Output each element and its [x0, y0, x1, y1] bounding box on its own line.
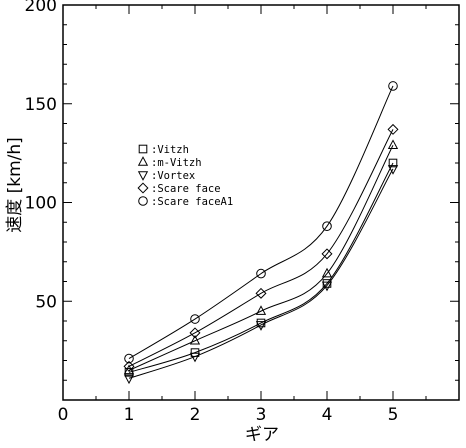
x-tick-label: 5 — [388, 405, 399, 425]
y-tick-label: 50 — [35, 292, 57, 312]
legend-entry: :m-Vitzh — [151, 157, 202, 169]
legend: :Vitzh:m-Vitzh:Vortex:Scare face:Scare f… — [137, 144, 233, 208]
data-point — [189, 334, 201, 345]
series-markers — [123, 81, 399, 385]
legend-marker — [138, 196, 148, 206]
legend-entry: :Scare faceA1 — [151, 196, 233, 208]
y-tick-label: 150 — [25, 95, 57, 115]
data-point — [124, 353, 134, 364]
data-point — [255, 287, 267, 299]
x-tick-label: 4 — [322, 405, 333, 425]
legend-entry: :Scare face — [151, 183, 221, 195]
data-point — [387, 123, 399, 135]
data-point — [322, 221, 332, 231]
legend-entry: :Vitzh — [151, 144, 189, 156]
series-line — [128, 85, 394, 359]
series-line — [128, 129, 394, 367]
data-point — [123, 374, 135, 385]
data-point — [321, 281, 333, 292]
series-lines — [128, 85, 394, 379]
axis-ticks: 50 100 150 200 0 1 2 3 4 5 — [25, 0, 459, 425]
legend-marker — [137, 182, 149, 194]
legend-marker — [138, 144, 148, 154]
x-tick-label: 1 — [124, 405, 135, 425]
data-point — [255, 321, 267, 331]
data-point — [388, 81, 398, 91]
plot-frame — [62, 4, 460, 401]
data-point — [321, 267, 333, 278]
y-tick-label: 200 — [25, 0, 57, 16]
data-point — [190, 314, 200, 324]
series-line — [128, 168, 394, 379]
y-tick-label: 100 — [25, 194, 57, 214]
legend-marker — [137, 156, 149, 166]
data-point — [387, 165, 399, 175]
data-point — [387, 139, 399, 150]
data-point — [123, 364, 135, 375]
x-tick-label: 3 — [256, 405, 267, 425]
series-line — [128, 144, 394, 371]
legend-entry: :Vortex — [151, 170, 195, 182]
data-point — [321, 248, 333, 260]
x-axis-title: ギア — [245, 425, 279, 445]
data-point — [123, 360, 135, 372]
data-point — [189, 352, 201, 363]
data-point — [255, 305, 267, 315]
data-point — [190, 348, 200, 357]
data-point — [388, 158, 398, 168]
legend-marker — [137, 171, 149, 181]
x-tick-label: 0 — [58, 405, 69, 425]
y-axis-title: 速度 [km/h] — [5, 137, 25, 233]
series-line — [128, 162, 394, 373]
data-point — [256, 268, 266, 279]
data-point — [189, 327, 201, 339]
x-tick-label: 2 — [190, 405, 201, 425]
